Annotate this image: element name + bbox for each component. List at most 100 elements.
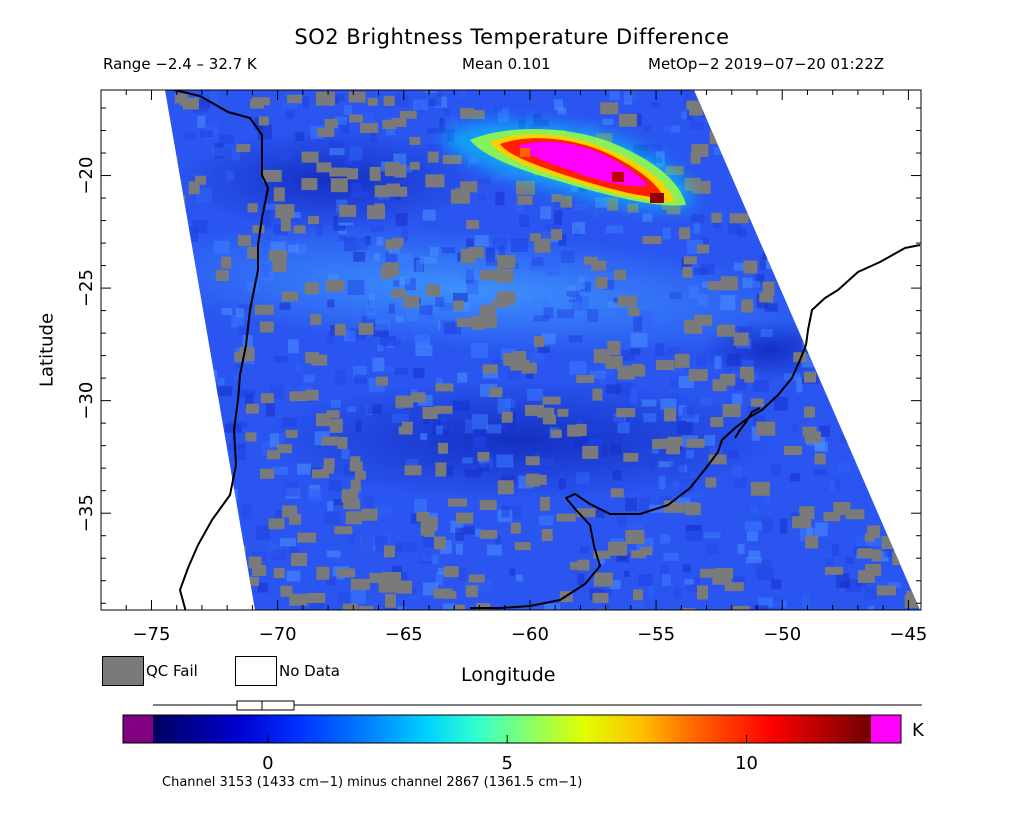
swath-pixel — [617, 514, 626, 527]
qc-fail-pixel — [697, 244, 710, 254]
swath-pixel — [380, 474, 395, 481]
swath-pixel — [729, 94, 746, 105]
swath-pixel — [732, 370, 743, 384]
swath-pixel — [519, 215, 530, 227]
swath-pixel — [412, 99, 428, 111]
qc-fail-pixel — [560, 195, 573, 208]
qc-fail-pixel — [443, 566, 459, 578]
swath-pixel — [359, 473, 377, 481]
qc-fail-pixel — [627, 203, 639, 213]
qc-fail-pixel — [289, 513, 302, 525]
swath-pixel — [138, 279, 145, 285]
qc-fail-pixel — [537, 407, 555, 418]
qc-fail-pixel — [349, 114, 363, 123]
swath-pixel — [737, 326, 752, 333]
swath-pixel — [701, 281, 711, 288]
swath-pixel — [884, 546, 893, 557]
swath-pixel — [501, 505, 510, 518]
swath-pixel — [485, 247, 495, 262]
qc-fail-pixel — [906, 591, 918, 600]
qc-fail-pixel — [433, 536, 446, 550]
qc-fail-pixel — [165, 243, 167, 254]
qc-fail-pixel — [350, 578, 370, 590]
swath-pixel — [659, 158, 674, 164]
qc-fail-pixel — [633, 589, 643, 601]
swath-pixel — [658, 476, 666, 489]
swath-pixel — [124, 122, 132, 135]
qc-fail-pixel — [705, 477, 717, 488]
swath-pixel — [173, 607, 182, 610]
qc-fail-pixel — [864, 533, 875, 542]
swath-pixel — [401, 229, 409, 241]
swath-pixel — [569, 361, 587, 375]
qc-fail-pixel — [111, 355, 126, 366]
swath-pixel — [625, 90, 638, 102]
qc-fail-pixel — [391, 289, 406, 298]
swath-pixel — [243, 149, 256, 159]
swath-pixel — [427, 127, 441, 134]
swath-pixel — [148, 564, 162, 576]
swath-pixel — [485, 475, 495, 484]
qc-fail-pixel — [301, 151, 319, 163]
qc-fail-pixel — [607, 341, 621, 355]
qc-fail-pixel — [817, 104, 836, 115]
swath-pixel — [796, 377, 803, 393]
swath-pixel — [326, 577, 336, 586]
qc-fail-pixel — [454, 604, 465, 610]
qc-fail-pixel — [259, 321, 274, 333]
qc-fail-pixel — [245, 432, 257, 442]
swath-pixel — [752, 194, 765, 207]
swath-pixel — [495, 192, 505, 206]
qc-fail-pixel — [876, 585, 896, 596]
qc-fail-pixel — [306, 593, 326, 603]
qc-fail-pixel — [374, 185, 389, 198]
qc-fail-pixel — [899, 389, 915, 399]
swath-pixel — [579, 296, 589, 311]
qc-fail-pixel — [729, 144, 747, 153]
swath-pixel — [414, 155, 424, 166]
swath-pixel — [869, 111, 883, 124]
swath-pixel — [404, 278, 416, 291]
swath-pixel — [106, 327, 123, 337]
qc-fail-pixel — [116, 511, 133, 519]
swath-pixel — [612, 470, 622, 481]
swath-pixel — [902, 553, 909, 562]
swath-pixel — [515, 574, 523, 582]
qc-fail-pixel — [118, 337, 131, 348]
qc-fail-pixel — [273, 568, 285, 578]
swath-pixel — [452, 292, 468, 302]
swath-pixel — [868, 249, 882, 261]
swath-pixel — [139, 425, 155, 440]
swath-pixel — [257, 582, 268, 593]
qc-fail-pixel — [128, 296, 140, 307]
swath-pixel — [313, 491, 320, 504]
qc-fail-pixel — [165, 487, 172, 499]
swath-pixel — [753, 162, 765, 172]
qc-fail-pixel — [411, 392, 426, 403]
qc-fail-pixel — [895, 317, 911, 331]
swath-pixel — [478, 193, 486, 201]
swath-pixel — [523, 249, 535, 258]
qc-fail-pixel — [360, 123, 379, 133]
qc-fail-pixel — [468, 574, 485, 583]
swath-pixel — [127, 90, 143, 101]
qc-fail-pixel — [165, 429, 168, 441]
qc-fail-pixel — [593, 572, 613, 587]
qc-fail-pixel — [800, 164, 812, 174]
swath-pixel — [185, 523, 201, 530]
swath-pixel — [745, 557, 762, 564]
swath-pixel — [754, 223, 770, 239]
swath-pixel — [173, 457, 182, 469]
colorbar-unit: K — [912, 720, 924, 741]
swath-pixel — [544, 603, 561, 610]
qc-fail-pixel — [281, 291, 298, 302]
swath-pixel — [767, 181, 783, 194]
swath-pixel — [900, 460, 917, 475]
swath-pixel — [733, 476, 747, 489]
swath-pixel — [633, 316, 643, 332]
swath-pixel — [339, 121, 350, 135]
swath-pixel — [274, 510, 282, 522]
qc-fail-pixel — [872, 102, 883, 117]
swath-pixel — [253, 117, 263, 130]
